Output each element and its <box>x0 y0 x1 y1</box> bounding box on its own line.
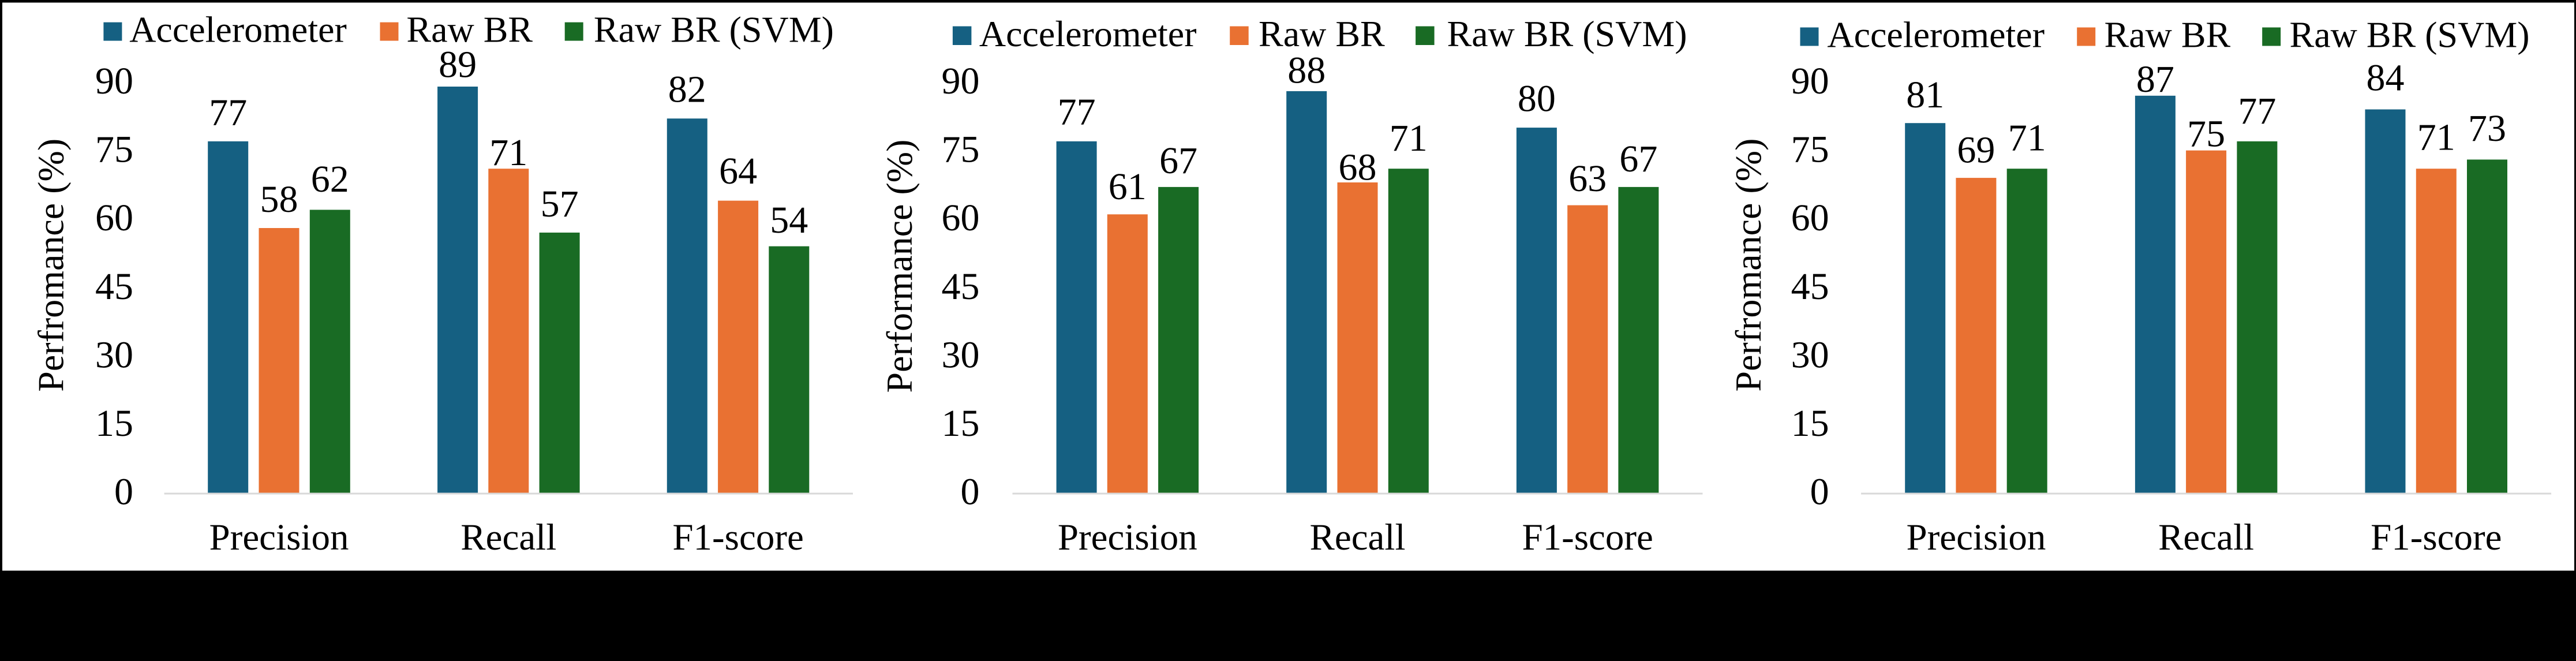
svg-text:62: 62 <box>311 158 349 200</box>
svg-text:45: 45 <box>942 266 980 308</box>
svg-text:Recall: Recall <box>1309 517 1405 558</box>
svg-text:67: 67 <box>1619 138 1657 180</box>
svg-text:87: 87 <box>2136 58 2174 100</box>
svg-text:Precision: Precision <box>209 517 349 558</box>
svg-text:77: 77 <box>2238 90 2276 132</box>
svg-text:54: 54 <box>770 199 808 241</box>
svg-text:Accelerometer: Accelerometer <box>1827 14 2045 55</box>
svg-text:Recall: Recall <box>2158 517 2254 558</box>
svg-text:68: 68 <box>1339 147 1377 189</box>
svg-text:64: 64 <box>719 150 757 192</box>
svg-text:0: 0 <box>961 471 980 513</box>
svg-text:15: 15 <box>1791 402 1829 445</box>
svg-text:F1-score: F1-score <box>2371 517 2502 558</box>
svg-text:71: 71 <box>489 132 527 174</box>
svg-text:15: 15 <box>942 402 980 445</box>
svg-text:Perfromance (%): Perfromance (%) <box>31 139 72 392</box>
svg-text:77: 77 <box>1058 91 1096 133</box>
svg-text:30: 30 <box>95 334 133 376</box>
svg-text:15: 15 <box>95 402 133 445</box>
svg-text:Raw BR (SVM): Raw BR (SVM) <box>2290 14 2530 55</box>
svg-text:75: 75 <box>95 129 133 171</box>
svg-text:Raw BR (SVM): Raw BR (SVM) <box>594 9 834 50</box>
svg-text:60: 60 <box>942 197 980 239</box>
svg-text:Precision: Precision <box>1058 517 1197 558</box>
svg-text:89: 89 <box>439 44 477 86</box>
svg-text:58: 58 <box>260 178 298 221</box>
svg-text:57: 57 <box>541 183 579 225</box>
svg-text:90: 90 <box>95 60 133 102</box>
svg-text:Raw BR: Raw BR <box>406 9 533 50</box>
svg-text:90: 90 <box>1791 60 1829 102</box>
svg-text:81: 81 <box>1906 74 1944 116</box>
svg-text:71: 71 <box>2008 117 2046 159</box>
svg-text:69: 69 <box>1957 129 1995 171</box>
svg-text:Performance (%): Performance (%) <box>879 140 920 393</box>
svg-text:Raw BR: Raw BR <box>1259 13 1385 54</box>
svg-text:45: 45 <box>1791 266 1829 308</box>
svg-text:Precision: Precision <box>1906 517 2046 558</box>
svg-text:60: 60 <box>1791 197 1829 239</box>
svg-text:0: 0 <box>1810 471 1829 513</box>
svg-text:71: 71 <box>2417 117 2455 159</box>
svg-text:F1-score: F1-score <box>1522 517 1653 558</box>
svg-text:60: 60 <box>95 197 133 239</box>
svg-text:71: 71 <box>1390 117 1428 159</box>
svg-text:Perfromance (%): Perfromance (%) <box>1728 139 1769 392</box>
svg-text:90: 90 <box>942 60 980 102</box>
svg-text:88: 88 <box>1287 49 1326 91</box>
svg-text:Accelerometer: Accelerometer <box>979 13 1197 54</box>
svg-text:82: 82 <box>668 69 706 111</box>
svg-text:80: 80 <box>1518 77 1556 119</box>
svg-text:0: 0 <box>114 471 133 513</box>
svg-text:63: 63 <box>1568 158 1607 200</box>
svg-text:61: 61 <box>1109 166 1147 208</box>
svg-text:84: 84 <box>2367 57 2405 99</box>
svg-text:F1-score: F1-score <box>672 517 803 558</box>
svg-text:Raw BR (SVM): Raw BR (SVM) <box>1447 13 1687 54</box>
svg-text:30: 30 <box>1791 334 1829 376</box>
svg-text:Accelerometer: Accelerometer <box>129 9 347 50</box>
svg-text:45: 45 <box>95 266 133 308</box>
svg-text:30: 30 <box>942 334 980 376</box>
svg-text:75: 75 <box>942 129 980 171</box>
svg-text:Recall: Recall <box>460 517 556 558</box>
svg-text:73: 73 <box>2468 107 2506 150</box>
svg-text:Raw BR: Raw BR <box>2105 14 2231 55</box>
svg-text:75: 75 <box>1791 129 1829 171</box>
svg-text:67: 67 <box>1159 140 1197 182</box>
svg-text:75: 75 <box>2187 113 2225 155</box>
svg-text:77: 77 <box>209 91 247 133</box>
